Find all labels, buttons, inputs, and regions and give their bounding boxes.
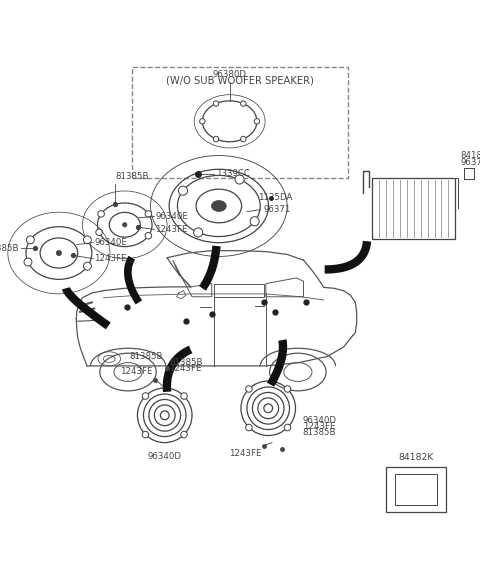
Text: 96340D: 96340D: [302, 415, 336, 424]
Text: 1243FE: 1243FE: [120, 367, 153, 376]
Text: 96340E: 96340E: [156, 212, 188, 221]
Circle shape: [96, 229, 102, 236]
Text: (W/O SUB WOOFER SPEAKER): (W/O SUB WOOFER SPEAKER): [166, 75, 314, 85]
Text: 84186A: 84186A: [460, 151, 480, 159]
Circle shape: [142, 431, 149, 438]
Circle shape: [98, 210, 104, 217]
Circle shape: [181, 393, 187, 399]
Text: 96371: 96371: [264, 205, 291, 214]
Text: 81385B: 81385B: [169, 357, 203, 367]
Circle shape: [26, 236, 35, 244]
Text: 1243FE: 1243FE: [156, 225, 188, 234]
Circle shape: [179, 186, 188, 195]
Circle shape: [142, 393, 149, 399]
Text: 1243FE: 1243FE: [169, 364, 202, 373]
Circle shape: [246, 424, 252, 431]
Circle shape: [56, 250, 61, 255]
Circle shape: [122, 223, 127, 227]
Circle shape: [240, 101, 246, 106]
Bar: [372, 178, 456, 239]
Bar: [132, 67, 348, 178]
Circle shape: [246, 386, 252, 392]
Text: 1243FE: 1243FE: [228, 449, 261, 458]
Circle shape: [84, 263, 91, 270]
Text: 96380D: 96380D: [213, 70, 247, 79]
Circle shape: [213, 137, 219, 142]
Circle shape: [200, 118, 205, 124]
Text: 1339CC: 1339CC: [216, 169, 251, 179]
Circle shape: [235, 175, 244, 184]
Text: 96371E: 96371E: [460, 158, 480, 167]
Circle shape: [213, 101, 219, 106]
Circle shape: [284, 424, 291, 431]
Text: 1125DA: 1125DA: [258, 193, 292, 202]
Text: 96340E: 96340E: [94, 238, 127, 247]
Circle shape: [145, 233, 152, 239]
Circle shape: [84, 236, 91, 244]
Text: 84182K: 84182K: [398, 454, 433, 462]
Circle shape: [24, 258, 32, 266]
Circle shape: [181, 431, 187, 438]
Text: 81385B: 81385B: [0, 244, 19, 253]
Circle shape: [254, 118, 260, 124]
Circle shape: [284, 386, 291, 392]
Bar: [395, 473, 437, 505]
Text: 81385B: 81385B: [115, 172, 149, 181]
Text: 1243FE: 1243FE: [94, 254, 127, 263]
Text: 81385B: 81385B: [302, 428, 336, 437]
Circle shape: [240, 137, 246, 142]
Bar: [386, 467, 446, 512]
Text: 96340D: 96340D: [148, 452, 182, 461]
Circle shape: [145, 210, 152, 217]
Text: 81385B: 81385B: [129, 352, 162, 360]
Circle shape: [193, 228, 203, 237]
Circle shape: [250, 217, 259, 226]
Ellipse shape: [211, 200, 226, 212]
Text: 1243FE: 1243FE: [302, 421, 335, 431]
